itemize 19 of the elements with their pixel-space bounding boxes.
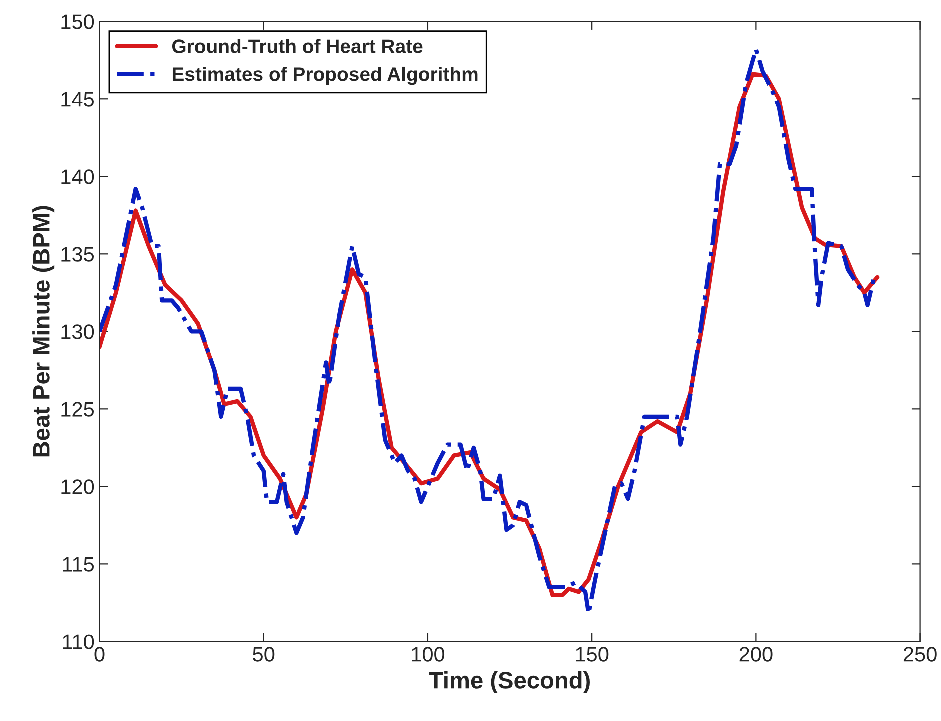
y-tick-label: 115 — [63, 557, 94, 572]
y-tick-label: 125 — [62, 402, 94, 417]
x-tick-label: 200 — [740, 647, 773, 662]
y-tick-label: 135 — [62, 247, 94, 262]
x-tick-label: 0 — [94, 647, 105, 662]
y-axis-title: Beat Per Minute (BPM) — [32, 206, 55, 457]
y-tick-label: 110 — [63, 634, 94, 650]
x-tick-label: 250 — [904, 647, 937, 662]
legend-label: Estimates of Proposed Algorithm — [172, 66, 478, 86]
x-tick-label: 100 — [412, 647, 445, 662]
x-tick-label: 150 — [576, 647, 609, 662]
y-tick-label: 140 — [62, 170, 94, 184]
x-axis-title: Time (Second) — [429, 672, 590, 694]
y-tick-label: 150 — [62, 14, 94, 30]
y-tick-label: 130 — [62, 324, 94, 340]
x-tick-label: 50 — [253, 647, 275, 662]
y-tick-label: 120 — [62, 480, 94, 494]
legend-label: Ground-Truth of Heart Rate — [172, 39, 423, 54]
y-tick-label: 145 — [62, 92, 94, 107]
